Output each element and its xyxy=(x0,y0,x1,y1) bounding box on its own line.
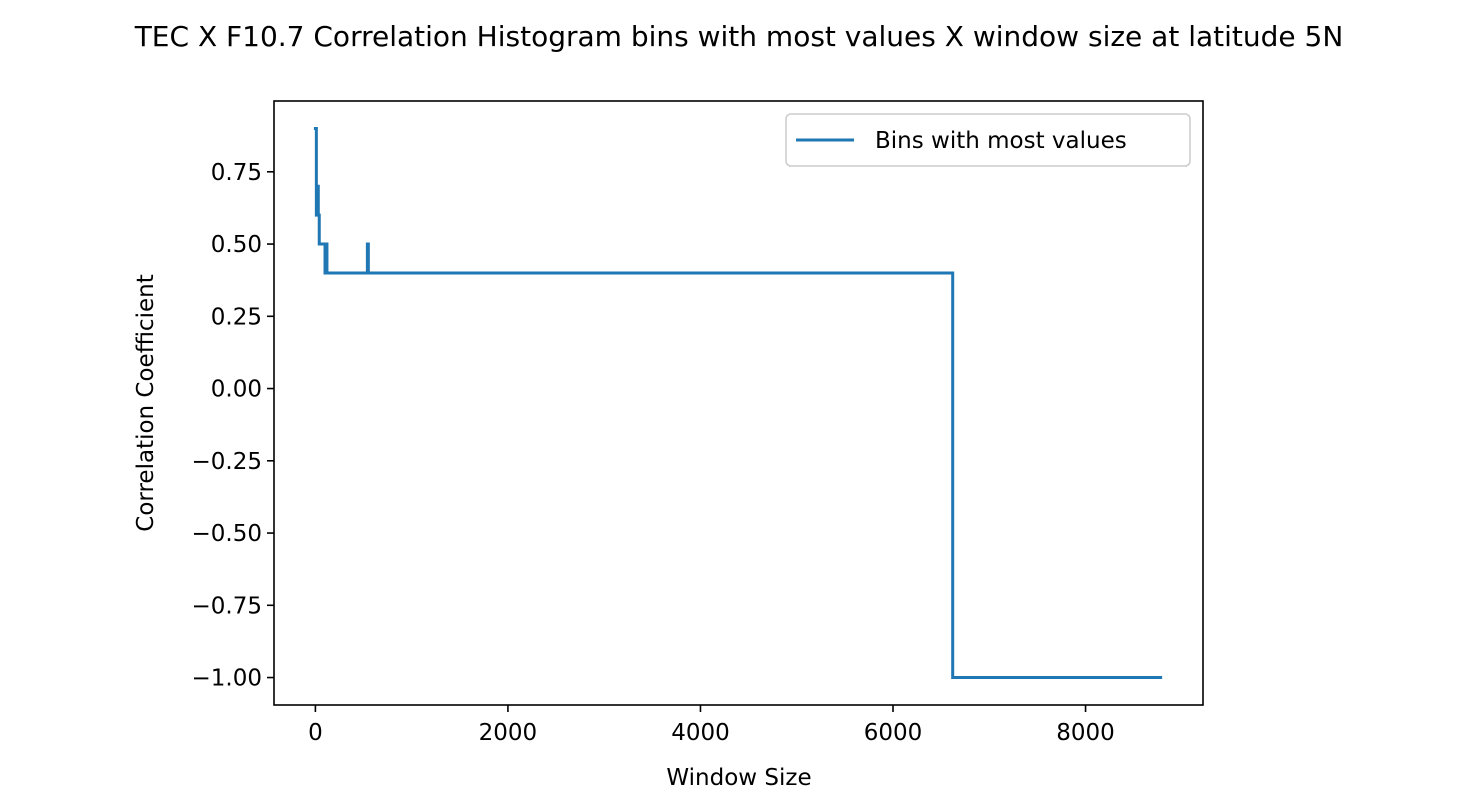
x-tick-label: 6000 xyxy=(864,720,923,746)
y-tick-label: −0.75 xyxy=(192,593,262,619)
y-tick-label: −0.50 xyxy=(192,521,262,547)
y-tick-label: 0.25 xyxy=(211,304,262,330)
y-tick-label: 0.75 xyxy=(211,160,262,186)
x-tick-label: 4000 xyxy=(671,720,730,746)
x-tick-label: 2000 xyxy=(479,720,538,746)
y-tick-label: −1.00 xyxy=(192,666,262,692)
y-axis-ticks: 0.75 0.50 0.25 0.00 −0.25 −0.50 −0.75 −1.00 xyxy=(192,160,274,692)
legend: Bins with most values xyxy=(785,113,1191,167)
x-tick-label: 8000 xyxy=(1056,720,1115,746)
x-tick-label: 0 xyxy=(308,720,323,746)
legend-entry-label: Bins with most values xyxy=(875,128,1127,154)
legend-box xyxy=(785,113,1191,167)
y-tick-label: 0.00 xyxy=(211,377,262,403)
plot-area xyxy=(274,101,1203,705)
series-line-0 xyxy=(313,126,1163,680)
x-axis-ticks: 0 2000 4000 6000 8000 xyxy=(308,705,1115,746)
y-axis-label: Correlation Coefficient xyxy=(133,274,159,531)
y-tick-label: 0.50 xyxy=(211,232,262,258)
data-layer xyxy=(313,126,1163,680)
x-axis-label: Window Size xyxy=(666,765,811,791)
y-tick-label: −0.25 xyxy=(192,449,262,475)
chart-title: TEC X F10.7 Correlation Histogram bins w… xyxy=(134,20,1344,53)
plot-frame xyxy=(273,100,1204,706)
